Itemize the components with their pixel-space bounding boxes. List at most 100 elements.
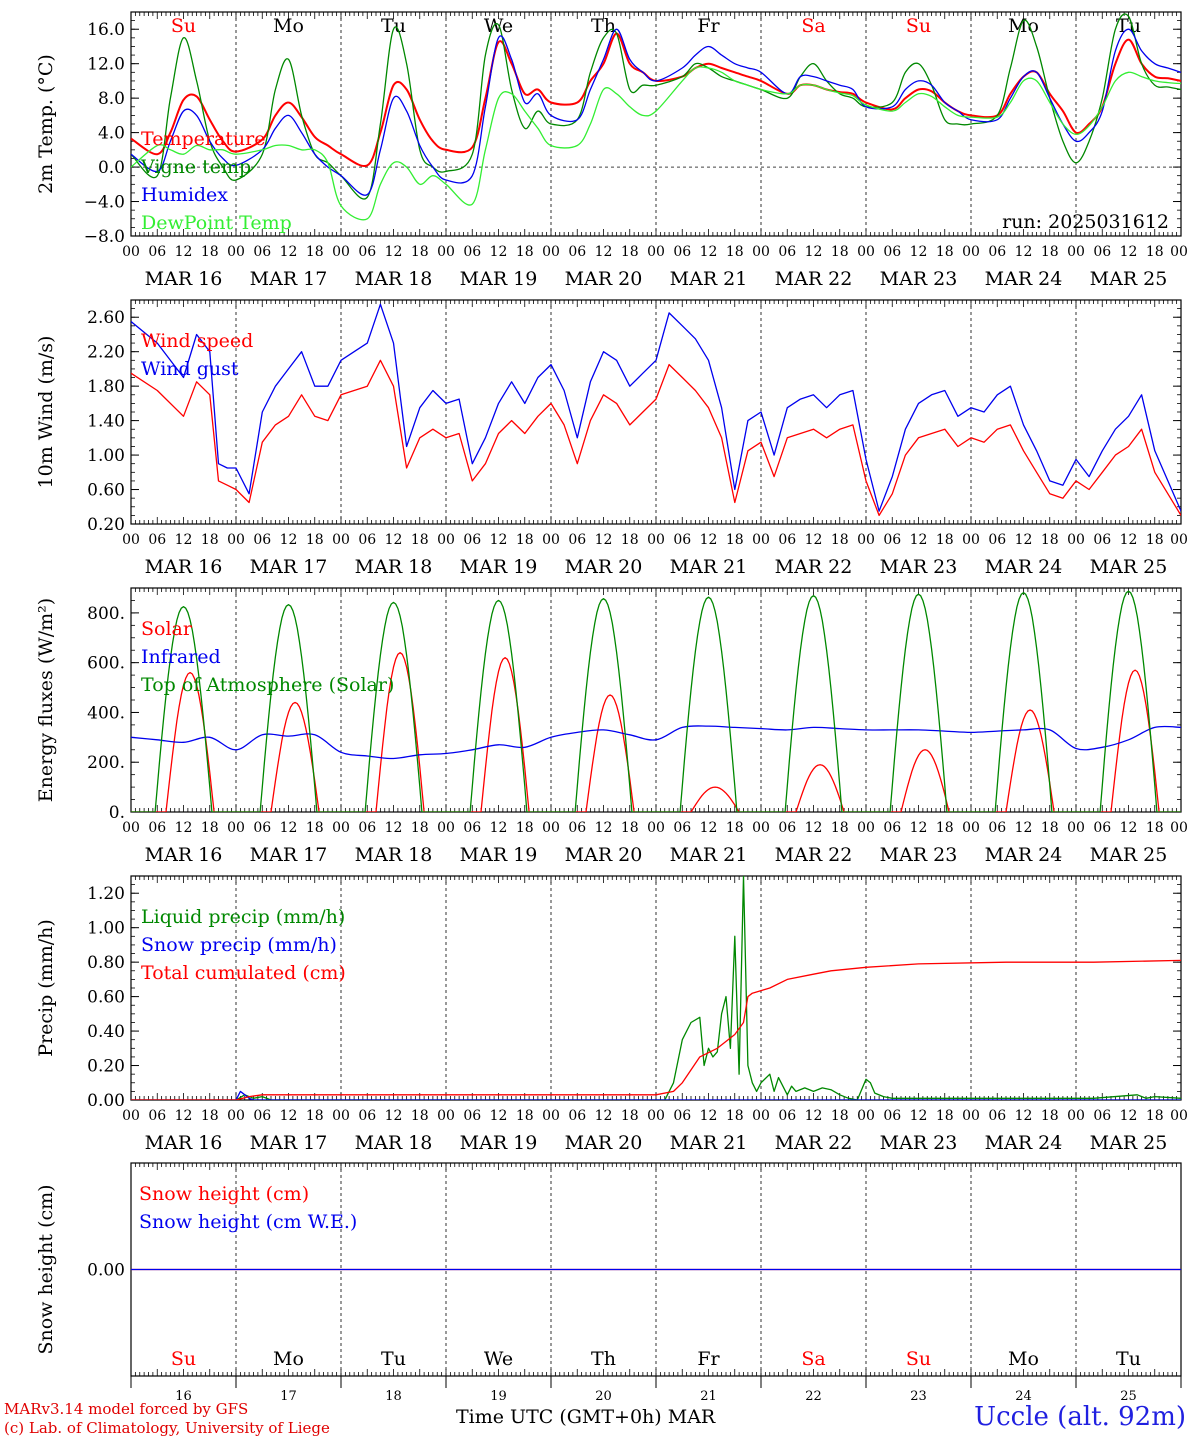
x-hour-label: 00 [1067, 1108, 1085, 1124]
x-hour-label: 06 [988, 532, 1006, 548]
x-hour-label: 12 [805, 820, 823, 836]
x-hour-label: 06 [148, 1108, 166, 1124]
x-hour-label: 00 [962, 1108, 980, 1124]
y-tick-label: 12.0 [87, 55, 125, 75]
x-hour-label: 18 [831, 1108, 849, 1124]
weekday-label: Mo [273, 1348, 304, 1370]
x-hour-label: 06 [568, 244, 586, 260]
panel-2: 0.20 0.60 1.00 1.40 1.80 2.20 2.60 10m Wind (m/… [35, 299, 1188, 578]
day-number-label: 25 [1120, 1389, 1137, 1404]
x-hour-label: 12 [595, 532, 613, 548]
x-date-label: MAR 24 [985, 556, 1063, 578]
x-date-label: MAR 17 [250, 268, 328, 290]
x-hour-label: 18 [201, 1108, 219, 1124]
y-tick-label: 16.0 [87, 20, 125, 40]
panel-4: 0.00 0.20 0.40 0.60 0.80 1.00 1.20 Precip (mm/h… [35, 875, 1188, 1154]
weekday-label: Tu [381, 15, 406, 37]
x-hour-label: 00 [332, 244, 350, 260]
x-hour-label: 18 [726, 532, 744, 548]
x-hour-label: 12 [385, 1108, 403, 1124]
x-date-label: MAR 25 [1090, 1132, 1168, 1154]
x-hour-label: 06 [568, 1108, 586, 1124]
plot-frame [130, 11, 1182, 237]
x-hour-label: 12 [280, 532, 298, 548]
x-hour-label: 18 [936, 244, 954, 260]
y-tick-label: 0.40 [87, 1022, 125, 1042]
x-hour-label: 12 [1015, 1108, 1033, 1124]
x-hour-label: 12 [700, 532, 718, 548]
x-hour-label: 12 [280, 244, 298, 260]
x-date-label: MAR 18 [355, 844, 433, 866]
x-hour-label: 18 [306, 244, 324, 260]
x-date-label: MAR 22 [775, 556, 853, 578]
x-hour-label: 18 [726, 244, 744, 260]
y-tick-label: −8.0 [84, 227, 125, 247]
weekday-label: Su [171, 1348, 196, 1370]
x-date-label: MAR 22 [775, 1132, 853, 1154]
x-hour-label: 18 [936, 1108, 954, 1124]
x-hour-label: 06 [988, 244, 1006, 260]
x-hour-label: 18 [621, 1108, 639, 1124]
x-hour-label: 18 [936, 532, 954, 548]
station-label: Uccle (alt. 92m) [974, 1402, 1186, 1432]
x-hour-label: 12 [700, 820, 718, 836]
panel-5: 0.00 Snow height (cm) Su Mo Tu We Th Fr Sa Su Mo Tu… [35, 1162, 1182, 1404]
legend-entry: DewPoint Temp [141, 212, 292, 234]
weekday-label: Th [591, 1348, 616, 1370]
x-hour-label: 06 [1093, 1108, 1111, 1124]
x-hour-label: 18 [1146, 1108, 1164, 1124]
x-date-label: MAR 21 [670, 844, 748, 866]
x-hour-label: 12 [1015, 820, 1033, 836]
x-hour-label: 06 [673, 1108, 691, 1124]
x-date-label: MAR 21 [670, 268, 748, 290]
weekday-label: Fr [697, 15, 720, 37]
series-line-top-of-atmosphere-solar- [131, 590, 1181, 812]
y-axis-label: Energy fluxes (W/m²) [35, 598, 57, 802]
x-hour-label: 18 [516, 532, 534, 548]
y-tick-label: 0.0 [98, 158, 125, 178]
weekday-label: Tu [381, 1348, 406, 1370]
run-label: run: 2025031612 [1002, 211, 1169, 233]
x-hour-label: 18 [1146, 244, 1164, 260]
day-number-label: 17 [280, 1389, 297, 1404]
x-hour-label: 06 [673, 244, 691, 260]
x-hour-label: 12 [490, 244, 508, 260]
y-tick-label: 0.60 [87, 481, 125, 501]
series-line-snow-precip-mm-h- [131, 1090, 1181, 1100]
x-hour-label: 00 [1067, 244, 1085, 260]
x-hour-label: 00 [227, 244, 245, 260]
y-tick-label: 2.20 [87, 343, 125, 363]
x-date-label: MAR 18 [355, 556, 433, 578]
x-hour-label: 12 [175, 820, 193, 836]
x-date-label: MAR 23 [880, 268, 958, 290]
x-hour-label: 18 [411, 244, 429, 260]
y-tick-label: 0.00 [87, 1261, 125, 1281]
x-hour-label: 00 [752, 1108, 770, 1124]
x-hour-label: 18 [726, 1108, 744, 1124]
weekday-label: Sa [801, 15, 825, 37]
y-tick-label: 4.0 [98, 124, 125, 144]
x-hour-label: 06 [463, 1108, 481, 1124]
y-tick-label: 400. [87, 703, 125, 723]
x-hour-label: 00 [1170, 1108, 1188, 1124]
x-hour-label: 00 [857, 244, 875, 260]
legend-entry: Liquid precip (mm/h) [141, 906, 345, 928]
x-hour-label: 06 [148, 532, 166, 548]
x-hour-label: 00 [332, 1108, 350, 1124]
y-axis-label: Snow height (cm) [35, 1184, 57, 1354]
credit-model: MARv3.14 model forced by GFS [4, 1400, 249, 1418]
x-hour-label: 12 [700, 244, 718, 260]
x-hour-label: 18 [201, 244, 219, 260]
x-hour-label: 12 [1120, 820, 1138, 836]
x-hour-label: 06 [988, 1108, 1006, 1124]
y-axis-label: 10m Wind (m/s) [35, 336, 57, 489]
x-hour-label: 18 [516, 244, 534, 260]
x-hour-label: 00 [122, 820, 140, 836]
x-hour-label: 18 [621, 244, 639, 260]
legend-entry: Snow height (cm) [139, 1183, 309, 1205]
x-hour-label: 00 [1067, 820, 1085, 836]
x-date-label: MAR 16 [145, 556, 223, 578]
y-tick-label: 8.0 [98, 89, 125, 109]
y-tick-label: 600. [87, 654, 125, 674]
